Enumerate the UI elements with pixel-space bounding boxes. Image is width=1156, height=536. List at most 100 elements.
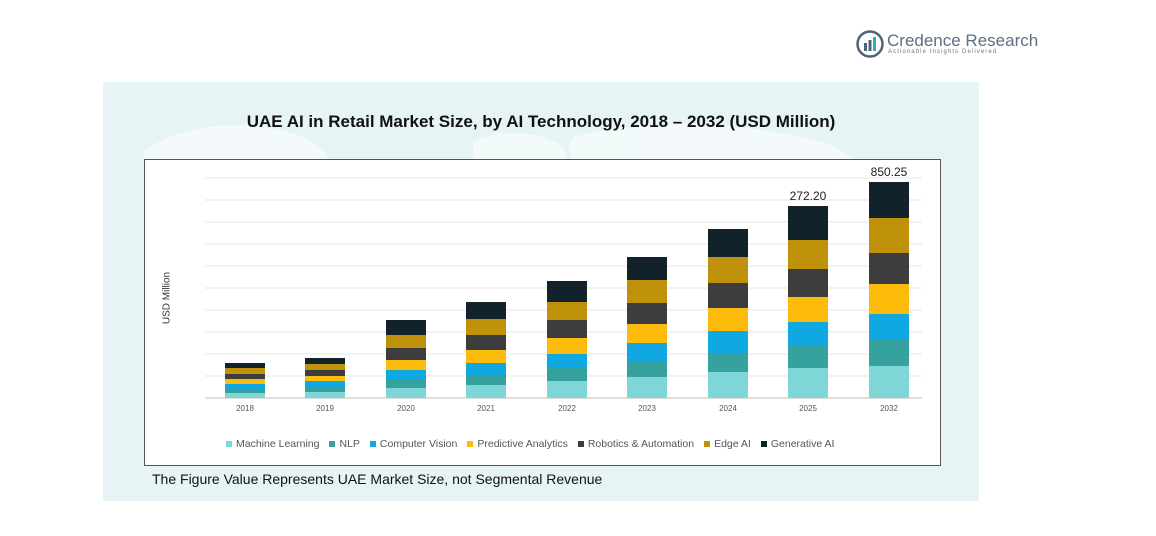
bar-segment (466, 319, 506, 335)
bar-segment (869, 314, 909, 340)
bar-segment (869, 253, 909, 284)
chart-legend: Machine Learning NLP Computer Vision Predic… (226, 436, 926, 452)
bar-segment (225, 363, 265, 368)
legend-item: Edge AI (704, 438, 751, 450)
bar-segment (869, 218, 909, 253)
bar-segment (788, 240, 828, 269)
bar-segment (788, 322, 828, 346)
bar-segment (225, 379, 265, 384)
bar-segment (225, 384, 265, 389)
bar-segment (225, 374, 265, 379)
bar-segment (547, 320, 587, 338)
x-tick-label: 2025 (799, 404, 817, 413)
bar-segment (627, 361, 667, 377)
bar-segment (305, 392, 345, 398)
bar-segment (305, 376, 345, 381)
bar-segment (305, 381, 345, 387)
bar-segment (708, 331, 748, 353)
legend-label: Edge AI (714, 438, 751, 450)
bar-segment (305, 358, 345, 364)
bar-segment (869, 182, 909, 218)
x-tick-label: 2020 (397, 404, 415, 413)
bar-segment (627, 257, 667, 280)
data-label: 850.25 (871, 165, 908, 179)
bar-segment (788, 297, 828, 322)
legend-item: Robotics & Automation (577, 438, 695, 450)
bar-segment (547, 381, 587, 398)
legend-item: Machine Learning (226, 438, 319, 450)
x-tick-label: 2018 (236, 404, 254, 413)
y-axis-label: USD Million (161, 271, 173, 325)
chart-title: UAE AI in Retail Market Size, by AI Tech… (246, 112, 836, 131)
bar-segment (869, 340, 909, 366)
bar-segment (225, 368, 265, 374)
bar-segment (708, 283, 748, 308)
bar-segment (386, 380, 426, 388)
legend-label: NLP (339, 438, 360, 450)
brand-name: Credence Research (887, 31, 1039, 50)
bar-segment (466, 335, 506, 350)
bar-segment (708, 257, 748, 283)
bar-segment (708, 308, 748, 331)
bar-segment (788, 346, 828, 368)
legend-swatch (760, 441, 767, 447)
legend-label: Generative AI (770, 438, 835, 450)
legend-swatch (467, 441, 474, 447)
legend-swatch (329, 441, 336, 447)
bar-segment (627, 343, 667, 361)
footnote: The Figure Value Represents UAE Market S… (152, 471, 603, 487)
bar-segment (708, 372, 748, 398)
bar-segment (869, 284, 909, 314)
legend-swatch (577, 441, 584, 447)
credence-logo-icon (856, 30, 884, 58)
bar-segment (627, 280, 667, 303)
bar-segment (547, 302, 587, 320)
bar-segment (788, 206, 828, 240)
bar-segment (547, 368, 587, 381)
brand-tagline: Actionable Insights Delivered (888, 49, 998, 55)
bar-segment (466, 385, 506, 398)
legend-swatch (226, 441, 232, 447)
bar-segment (386, 388, 426, 398)
bar-segment (708, 353, 748, 372)
bar-segment (869, 366, 909, 398)
legend-label: Predictive Analytics (477, 438, 568, 450)
bar-segment (305, 387, 345, 392)
bar-segment (305, 370, 345, 376)
bar-segment (788, 269, 828, 297)
bar-segment (466, 350, 506, 363)
legend-label: Machine Learning (236, 438, 320, 450)
x-tick-label: 2022 (558, 404, 576, 413)
x-tick-label: 2032 (880, 404, 898, 413)
bar-segment (225, 389, 265, 393)
legend-swatch (704, 441, 711, 447)
bar-segment (547, 281, 587, 302)
x-tick-label: 2023 (638, 404, 656, 413)
bar-segment (386, 360, 426, 370)
bar-segment (466, 302, 506, 319)
bar-segment (708, 229, 748, 257)
legend-item: NLP (329, 438, 360, 450)
bar-segment (386, 370, 426, 380)
legend-item: Computer Vision (369, 438, 458, 450)
bar-segment (627, 303, 667, 324)
bars (225, 182, 909, 398)
x-tick-label: 2024 (719, 404, 737, 413)
labels: 2018 2019 2020 2021 2022 2023 2024 2025 272.20 20… (236, 165, 908, 413)
bar-segment (466, 363, 506, 375)
bar-segment (386, 348, 426, 360)
bar-segment (627, 324, 667, 343)
bar-segment (788, 368, 828, 398)
brand-logo: Credence Research Actionable Insights De… (856, 30, 1046, 60)
legend-label: Robotics & Automation (587, 438, 695, 450)
bar-segment (466, 375, 506, 385)
bar-segment (225, 393, 265, 398)
legend-item: Generative AI (760, 438, 835, 450)
bar-segment (547, 354, 587, 368)
data-label: 272.20 (790, 189, 827, 203)
legend-item: Predictive Analytics (467, 438, 568, 450)
legend-label: Computer Vision (379, 438, 458, 450)
bar-segment (547, 338, 587, 354)
legend-swatch (369, 441, 376, 447)
